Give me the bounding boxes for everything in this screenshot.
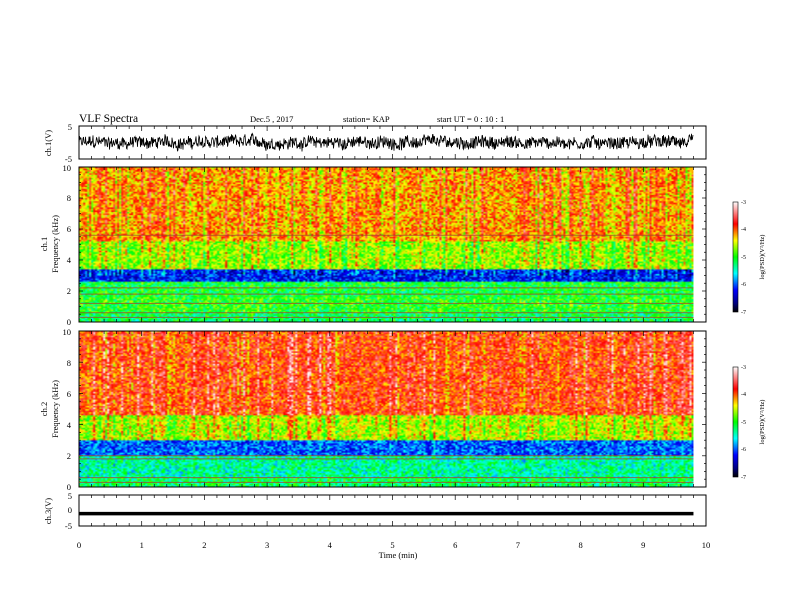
x-tick-label: 6 — [453, 540, 457, 550]
waveform-ch1-ylabel: ch.1(V) — [43, 130, 53, 156]
spectrogram-ch2-ylabel-channel: ch.2 — [39, 402, 49, 416]
colorbar-ch1-tick-m3: -3 — [741, 200, 746, 206]
spectrogram-ch1-ytick-0: 0 — [67, 317, 71, 327]
waveform-ch1-ytick-bottom: -5 — [65, 154, 72, 164]
x-tick-label: 5 — [390, 540, 394, 550]
waveform-ch3-ytick-zero: 0 — [68, 505, 72, 515]
x-tick-label: 4 — [328, 540, 333, 550]
spectrogram-ch1-ytick-4: 4 — [67, 255, 72, 265]
colorbar-ch1-tick-m6: -6 — [741, 282, 746, 288]
station-label: station= KAP — [343, 114, 390, 124]
x-tick-label: 0 — [77, 540, 81, 550]
waveform-ch1-ytick-top: 5 — [68, 122, 72, 132]
spectrogram-ch2-emission-lines — [79, 455, 694, 483]
spectrogram-ch2-ytick-10: 10 — [63, 327, 72, 337]
spectrogram-ch2-panel: 0 2 4 6 8 10 ch.2 Frequency (kHz) — [39, 327, 707, 492]
colorbar-ch2-tick-m7: -7 — [741, 475, 746, 481]
colorbar-ch2-label: log(PSD)(V²/Hz) — [759, 400, 766, 445]
spectrogram-ch1-ytick-8: 8 — [67, 193, 71, 203]
colorbar-ch1-bar — [732, 201, 739, 313]
waveform-ch3-ticks — [78, 495, 707, 526]
x-tick-label: 1 — [140, 540, 144, 550]
spectrogram-ch1-ytick-2: 2 — [67, 286, 71, 296]
spectrogram-ch2-ytick-6: 6 — [67, 389, 71, 399]
waveform-ch1-panel: 5 -5 ch.1(V) — [43, 122, 707, 164]
colorbar-ch1-tick-m7: -7 — [741, 310, 746, 316]
spectrogram-ch1-ytick-6: 6 — [67, 224, 71, 234]
x-tick-label: 7 — [516, 540, 520, 550]
x-tick-label: 3 — [265, 540, 269, 550]
waveform-ch3-frame — [78, 494, 707, 527]
spectrogram-ch1-ticks — [78, 166, 707, 323]
colorbar-ch2-tick-m5: -5 — [741, 420, 746, 426]
start-time-label: start UT = 0 : 10 : 1 — [437, 114, 504, 124]
x-tick-label: 9 — [641, 540, 645, 550]
x-axis-tick-labels: 0 1 2 3 4 5 6 7 8 9 10 — [77, 540, 710, 550]
waveform-ch3-panel: 5 0 -5 ch.3(V) — [43, 491, 707, 531]
spectrogram-ch2-ticks — [78, 330, 707, 488]
waveform-ch3-ylabel: ch.3(V) — [43, 498, 53, 524]
colorbar-ch2-bar — [732, 366, 739, 478]
x-tick-label: 8 — [578, 540, 582, 550]
x-axis-label: Time (min) — [379, 550, 418, 560]
figure-title: VLF Spectra — [79, 113, 138, 125]
spectrogram-ch2-image — [79, 331, 694, 487]
colorbar-ch2-tick-m6: -6 — [741, 447, 746, 453]
spectrogram-ch1-ylabel-channel: ch.1 — [39, 237, 49, 251]
spectrogram-ch2-ytick-4: 4 — [67, 420, 72, 430]
waveform-ch3-ytick-bottom: -5 — [65, 521, 72, 531]
colorbar-ch2: -3 -4 -5 -6 -7 log(PSD)(V²/Hz) — [732, 365, 766, 481]
spectrogram-ch2-ytick-0: 0 — [67, 482, 71, 492]
colorbar-ch1: -3 -4 -5 -6 -7 log(PSD)(V²/Hz) — [732, 200, 766, 316]
waveform-ch1-x-ticks — [78, 126, 707, 159]
waveform-ch1-trace — [78, 132, 694, 152]
date-label: Dec.5 , 2017 — [250, 114, 293, 124]
colorbar-ch2-tick-m4: -4 — [741, 392, 746, 398]
spectrogram-ch2-ylabel-frequency: Frequency (kHz) — [50, 380, 60, 438]
spectrogram-ch2-ytick-8: 8 — [67, 358, 71, 368]
spectrogram-ch2-ytick-2: 2 — [67, 451, 71, 461]
colorbar-ch2-tick-m3: -3 — [741, 365, 746, 371]
spectrogram-ch1-image — [79, 167, 694, 322]
x-tick-label: 10 — [702, 540, 711, 550]
spectrogram-ch1-emission-lines — [79, 234, 694, 318]
colorbar-ch1-tick-m4: -4 — [741, 227, 746, 233]
colorbar-ch1-label: log(PSD)(V²/Hz) — [759, 235, 766, 280]
spectrogram-ch1-ytick-10: 10 — [63, 163, 72, 173]
spectrogram-ch1-ylabel-frequency: Frequency (kHz) — [50, 215, 60, 273]
x-tick-label: 2 — [202, 540, 206, 550]
spectrogram-ch1-panel: 0 2 4 6 8 10 ch.1 Frequency (kHz) — [39, 163, 707, 327]
colorbar-ch1-tick-m5: -5 — [741, 255, 746, 261]
waveform-ch3-ytick-top: 5 — [68, 491, 72, 501]
